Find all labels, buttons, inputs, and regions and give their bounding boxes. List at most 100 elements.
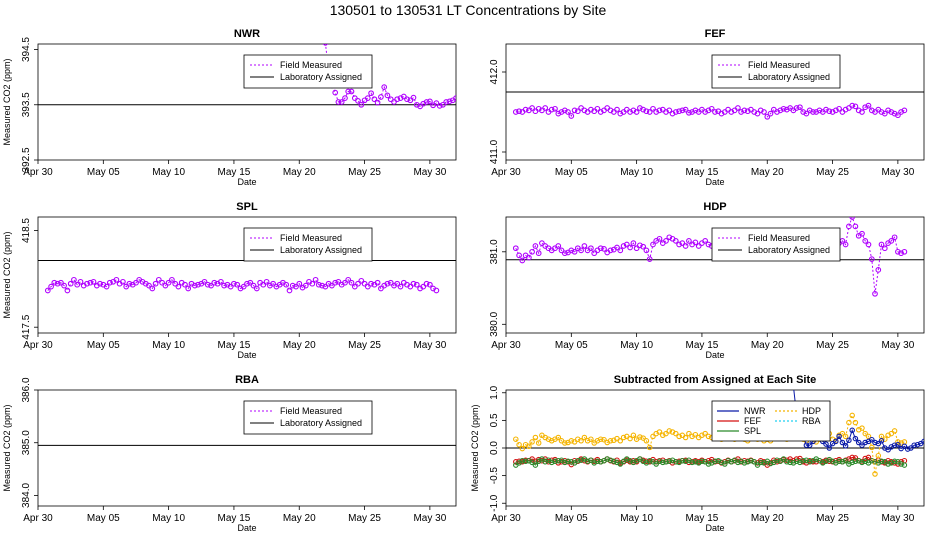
field-measured-point [614, 106, 620, 113]
diff-hdp-point [555, 434, 562, 441]
field-measured-point [646, 109, 653, 115]
field-measured-point [149, 285, 156, 292]
x-tick-label: May 20 [751, 340, 784, 351]
legend-fef-label: FEF [744, 416, 762, 426]
field-measured-point [378, 285, 384, 292]
field-measured-point [891, 234, 898, 241]
diff-hdp-point [562, 440, 568, 446]
diff-hdp-point [676, 433, 682, 440]
x-tick-label: May 30 [881, 167, 914, 178]
diff-spl-point [787, 459, 793, 466]
field-measured-point [571, 107, 578, 114]
legend-box [711, 54, 841, 89]
y-tick-label: -0.5 [489, 467, 500, 485]
diff-fef-point [513, 459, 519, 465]
diff-nwr-point [895, 441, 901, 448]
field-measured-point [901, 107, 908, 114]
field-measured-point [686, 238, 692, 244]
diff-hdp-point [578, 438, 584, 444]
field-measured-point [601, 246, 607, 252]
field-measured-point [852, 103, 859, 110]
chart-panels: NWR Apr 30 May 05 May 10 May 15 May 20 May 25 M… [2, 28, 925, 533]
diff-spl-point [767, 460, 774, 467]
field-measured-point [826, 108, 833, 115]
diff-spl-point [725, 457, 731, 464]
field-measured-point [656, 235, 663, 242]
field-measured-point [374, 279, 381, 286]
legend-field-label: Field Measured [280, 60, 342, 70]
diff-spl-point [611, 458, 617, 465]
diff-nwr-point [904, 446, 911, 452]
field-measured-point [529, 105, 535, 111]
field-measured-point [404, 96, 410, 103]
field-measured-point [568, 247, 575, 254]
field-measured-point [355, 280, 361, 287]
diff-fef-point [865, 454, 872, 461]
field-measured-point [453, 95, 456, 101]
x-tick-label: May 05 [87, 167, 120, 178]
x-tick-label: May 30 [881, 513, 914, 524]
field-measured-point [410, 280, 417, 287]
field-measured-point [240, 283, 247, 290]
field-measured-point [522, 106, 529, 113]
diff-spl-point [679, 457, 686, 464]
diff-spl-point [584, 458, 591, 465]
field-measured-point [361, 280, 368, 287]
field-measured-point [247, 279, 254, 286]
diff-spl-point [597, 459, 604, 465]
diff-hdp-point [532, 434, 539, 441]
field-measured-point [571, 248, 578, 255]
diff-spl-point [748, 457, 754, 464]
panel-title: RBA [235, 374, 259, 386]
y-tick-label: 411.0 [489, 139, 500, 164]
field-measured-point [312, 276, 319, 283]
field-measured-point [253, 285, 260, 292]
diff-spl-point [741, 460, 748, 466]
x-tick-label: Apr 30 [491, 340, 521, 351]
diff-hdp-point [686, 430, 692, 437]
field-measured-point [84, 280, 90, 287]
field-measured-point [656, 107, 663, 114]
x-tick-label: Apr 30 [23, 167, 53, 178]
x-tick-label: May 25 [348, 513, 381, 524]
diff-nwr-point [859, 442, 865, 448]
x-axis-label: Date [705, 523, 724, 533]
diff-nwr-point [875, 440, 882, 447]
x-tick-label: May 25 [348, 340, 381, 351]
diff-spl-point [656, 458, 663, 465]
field-measured-point [895, 112, 901, 119]
field-measured-point [345, 276, 352, 283]
field-measured-point [672, 238, 679, 244]
field-measured-point [423, 280, 430, 287]
field-measured-point [204, 281, 211, 288]
diff-spl-point [522, 458, 529, 465]
field-measured-point [686, 109, 692, 116]
diff-spl-point [575, 457, 581, 464]
field-measured-point [433, 287, 440, 294]
field-measured-point [322, 44, 329, 46]
field-measured-point [663, 238, 669, 244]
field-measured-point [162, 282, 169, 289]
chart-nwr: NWR Apr 30 May 05 May 10 May 15 May 20 May 25 M… [2, 28, 457, 187]
x-tick-label: May 20 [283, 340, 316, 351]
x-tick-label: May 05 [555, 167, 588, 178]
diff-hdp-point [617, 438, 624, 444]
field-measured-point [427, 281, 433, 288]
diff-spl-point [859, 459, 865, 466]
field-measured-point [650, 105, 656, 112]
y-tick-label: 381.0 [489, 239, 500, 264]
field-measured-point [351, 95, 358, 101]
field-measured-point [842, 241, 849, 248]
field-measured-point [539, 240, 545, 246]
field-measured-point [633, 109, 640, 115]
field-measured-point [384, 92, 391, 99]
field-measured-point [780, 105, 787, 112]
diff-spl-point [852, 458, 859, 465]
field-measured-point [440, 101, 446, 108]
field-measured-point [643, 247, 650, 254]
field-measured-point [113, 276, 120, 283]
x-tick-label: May 20 [283, 513, 316, 524]
diff-spl-point [663, 459, 669, 465]
diff-hdp-point [682, 434, 689, 441]
